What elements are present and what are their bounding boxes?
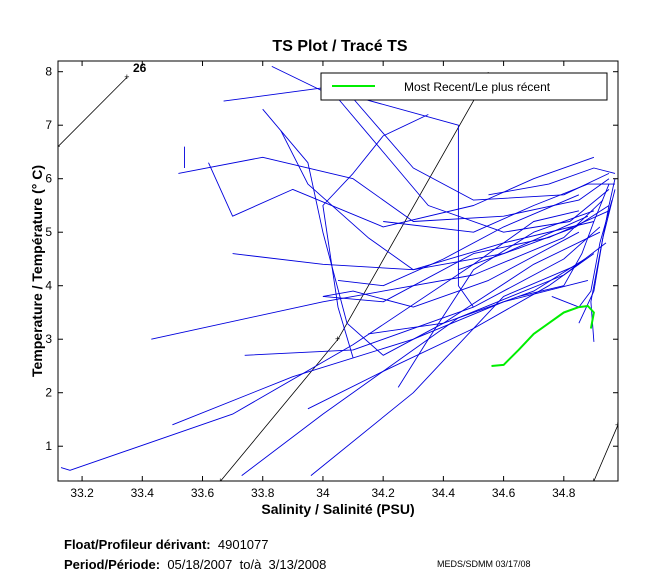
history-profile-line (368, 258, 586, 335)
x-tick-label: 33.4 (131, 486, 155, 500)
x-tick-label: 33.2 (70, 486, 94, 500)
plot-frame (57, 60, 619, 482)
legend-box (320, 72, 608, 101)
x-tick-label: 34.2 (371, 486, 395, 500)
history-profile-line (280, 130, 589, 271)
history-profile-line (60, 210, 580, 471)
contour-marker: + (218, 476, 223, 486)
x-tick-label: 34.8 (552, 486, 576, 500)
y-axis-label: Temperature / Température (° C) (29, 165, 45, 377)
x-tick-label: 33.6 (191, 486, 215, 500)
period-end: 3/13/2008 (268, 557, 327, 572)
float-info: Float/Profileur dérivant: 4901077 (64, 537, 269, 552)
float-label: Float/Profileur dérivant: (64, 537, 211, 552)
contour-marker: + (615, 420, 620, 430)
y-tick-label: 4 (45, 279, 52, 293)
y-tick-label: 7 (45, 118, 52, 132)
x-tick-label: 34 (316, 486, 330, 500)
history-profile-line (322, 114, 429, 359)
recent-profile-line (491, 305, 595, 367)
history-profile-line (383, 183, 615, 233)
history-profile-line (310, 263, 580, 476)
x-tick-label: 34.4 (432, 486, 456, 500)
history-profile-line (488, 167, 616, 196)
x-tick-label: 33.8 (251, 486, 275, 500)
history-profile-line (518, 183, 610, 297)
history-profile-line (352, 98, 610, 201)
period-to: to/à (239, 557, 262, 572)
contour-marker: + (124, 72, 129, 82)
contour-marker: + (591, 476, 596, 486)
history-profile-line (178, 156, 610, 222)
history-profile-line (262, 108, 601, 356)
history-profile-line (172, 279, 589, 426)
history-profile-line (322, 210, 610, 303)
history-profile-line (397, 210, 595, 388)
density-contour (58, 76, 128, 147)
period-start: 05/18/2007 (167, 557, 233, 572)
x-tick-label: 34.6 (492, 486, 516, 500)
legend: Most Recent/Le plus récent (320, 72, 608, 101)
contour-marker: + (55, 142, 60, 152)
y-axis-ticks: 1 2 3 4 5 6 7 8 (45, 65, 618, 453)
density-contours: +++++++ (55, 69, 620, 486)
history-profile-line (223, 87, 474, 308)
y-tick-label: 5 (45, 225, 52, 239)
x-axis-ticks: 33.2 33.4 33.6 33.8 34 34.2 34.4 34.6 34.8 (70, 61, 576, 500)
y-tick-label: 8 (45, 65, 52, 79)
history-profile-line (208, 156, 595, 228)
history-profile-line (241, 242, 607, 476)
y-tick-label: 3 (45, 332, 52, 346)
y-tick-label: 6 (45, 172, 52, 186)
data-series (60, 65, 616, 476)
chart-title: TS Plot / Tracé TS (272, 38, 407, 55)
history-profile-line (337, 194, 580, 287)
history-profile-line (458, 205, 610, 271)
x-axis-label: Salinity / Salinité (PSU) (261, 501, 414, 517)
density-contour (593, 424, 618, 481)
contour-marker: + (335, 334, 340, 344)
history-profile-line (551, 199, 613, 308)
period-info: Period/Période: 05/18/2007 to/à 3/13/200… (64, 557, 326, 572)
period-label: Period/Période: (64, 557, 161, 572)
float-id: 4901077 (217, 537, 269, 552)
density-label-26: 26 (133, 61, 147, 75)
y-tick-label: 2 (45, 386, 52, 400)
history-profile-line (322, 231, 580, 308)
legend-label-recent: Most Recent/Le plus récent (404, 80, 551, 94)
history-profile-line (232, 221, 595, 271)
credit-stamp: MEDS/SDMM 03/17/08 (437, 559, 531, 569)
density-contour (220, 74, 489, 481)
history-profile-line (307, 253, 595, 410)
y-tick-label: 1 (45, 439, 52, 453)
